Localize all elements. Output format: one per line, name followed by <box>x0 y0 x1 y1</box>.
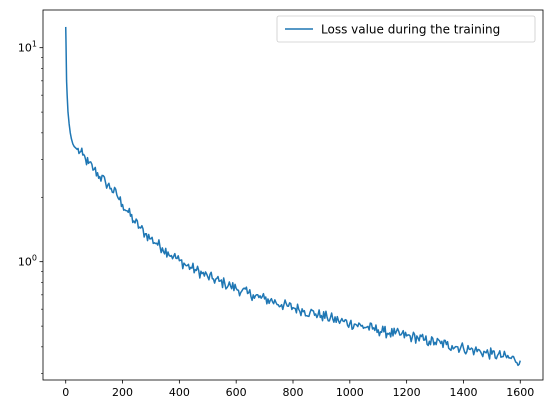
x-tick-label: 1600 <box>506 386 534 399</box>
legend-label: Loss value during the training <box>321 23 500 37</box>
plot-frame <box>42 9 544 381</box>
series-layer <box>64 26 521 367</box>
y-tick-label: 100 <box>18 254 37 269</box>
y-tick-label: 101 <box>18 40 37 55</box>
y-tick-label-exponent: 0 <box>32 254 37 263</box>
y-tick-label-exponent: 1 <box>32 40 37 49</box>
legend-box <box>276 15 536 43</box>
y-tick-label-base: 10 <box>18 256 32 269</box>
x-tick-label: 200 <box>112 386 133 399</box>
x-tick-label: 400 <box>169 386 190 399</box>
loss-series-line <box>64 26 521 367</box>
x-tick-label: 800 <box>283 386 304 399</box>
x-axis-ticks: 0 200 400 600 800 1000 1200 1400 1600 <box>62 380 534 399</box>
y-tick-label-base: 10 <box>18 42 32 55</box>
legend: Loss value during the training <box>276 15 536 43</box>
x-tick-label: 1000 <box>336 386 364 399</box>
x-tick-label: 0 <box>62 386 69 399</box>
x-tick-label: 600 <box>226 386 247 399</box>
x-tick-label: 1200 <box>393 386 421 399</box>
x-tick-label: 1400 <box>449 386 477 399</box>
